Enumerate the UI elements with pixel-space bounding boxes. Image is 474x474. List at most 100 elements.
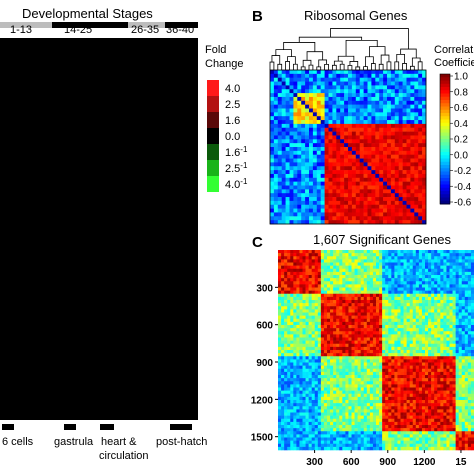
heatmap-cell — [452, 350, 456, 354]
heatmap-cell — [431, 268, 435, 273]
heatmap-cell — [394, 93, 399, 98]
heatmap-cell — [375, 100, 380, 105]
heatmap-cell — [351, 197, 357, 202]
heatmap-cell — [316, 85, 321, 90]
heatmap-cell — [293, 328, 297, 332]
heatmap-cell — [431, 278, 435, 282]
heatmap-cell — [410, 177, 415, 182]
heatmap-cell — [409, 303, 414, 307]
heatmap-cell — [449, 353, 453, 357]
heatmap-cell — [367, 185, 372, 190]
heatmap-cell — [351, 208, 357, 213]
heatmap-cell — [431, 321, 435, 326]
dendrogram — [269, 28, 423, 70]
heatmap-cell — [406, 325, 410, 329]
heatmap-cell — [403, 321, 407, 326]
heatmap-cell — [385, 290, 389, 295]
heatmap-cell — [467, 293, 472, 298]
heatmap-cell — [449, 300, 453, 304]
heatmap-cell — [379, 284, 383, 288]
heatmap-cell — [296, 259, 300, 263]
heatmap-cell — [369, 275, 374, 279]
heatmap-cell — [273, 93, 279, 98]
heatmap-cell — [375, 177, 380, 182]
heatmap-cell — [402, 139, 407, 144]
heatmap-cell — [324, 170, 329, 175]
heatmap-cell — [324, 112, 329, 117]
heatmap-cell — [391, 318, 395, 323]
heatmap-cell — [311, 253, 316, 257]
heatmap-cell — [458, 271, 463, 276]
heatmap-cell — [379, 346, 383, 351]
heatmap-cell — [336, 89, 341, 94]
heatmap-cell — [290, 312, 294, 316]
heatmap-cell — [382, 284, 386, 288]
heatmap-cell — [422, 216, 427, 221]
heatmap-cell — [414, 193, 419, 198]
heatmap-cell — [385, 350, 389, 354]
heatmap-cell — [327, 259, 331, 263]
heatmap-cell — [312, 100, 318, 105]
heatmap-cell — [309, 120, 314, 125]
heatmap-cell — [414, 158, 419, 163]
heatmap-cell — [305, 315, 309, 320]
heatmap-cell — [354, 265, 358, 270]
heatmap-cell — [320, 265, 325, 270]
heatmap-cell — [410, 89, 415, 94]
heatmap-cell — [376, 268, 380, 273]
heatmap-cell — [382, 256, 386, 260]
heatmap-cell — [363, 170, 368, 175]
heatmap-cell — [382, 340, 386, 345]
heatmap-cell — [348, 154, 353, 159]
heatmap-cell — [302, 309, 306, 313]
heatmap-cell — [281, 116, 286, 121]
heatmap-cell — [406, 337, 410, 341]
heatmap-cell — [312, 77, 318, 82]
heatmap-cell — [470, 278, 474, 282]
heatmap-cell — [418, 300, 423, 304]
heatmap-cell — [379, 89, 384, 94]
heatmap-cell — [415, 278, 420, 282]
heatmap-cell — [340, 85, 345, 90]
heatmap-cell — [363, 220, 368, 225]
heatmap-cell — [366, 334, 371, 338]
heatmap-cell — [357, 259, 361, 263]
heatmap-cell — [398, 185, 403, 190]
heatmap-cell — [464, 309, 469, 313]
heatmap-cell — [305, 181, 310, 186]
heatmap-cell — [281, 158, 286, 163]
heatmap-cell — [273, 123, 279, 129]
heatmap-cell — [285, 112, 290, 117]
correlation-colorbar: 1.00.80.60.40.20.0-0.2-0.4-0.6 — [439, 72, 472, 209]
heatmap-cell — [311, 284, 316, 288]
heatmap-cell — [333, 337, 337, 341]
heatmap-cell — [369, 340, 374, 345]
heatmap-cell — [354, 321, 358, 326]
heatmap-cell — [293, 193, 298, 198]
heatmap-cell — [369, 309, 374, 313]
heatmap-cell — [410, 216, 415, 221]
heatmap-cell — [323, 306, 328, 310]
heatmap-cell — [415, 300, 420, 304]
heatmap-cell — [281, 265, 285, 270]
heatmap-cell — [458, 262, 463, 266]
heatmap-cell — [406, 212, 411, 217]
heatmap-cell — [418, 89, 423, 94]
heatmap-cell — [299, 268, 303, 273]
heatmap-cell — [422, 147, 427, 152]
heatmap-cell — [277, 73, 282, 78]
heatmap-cell — [403, 250, 407, 254]
heatmap-cell — [278, 293, 282, 298]
heatmap-cell — [422, 127, 427, 132]
heatmap-cell — [301, 100, 306, 105]
heatmap-cell — [299, 259, 303, 263]
heatmap-cell — [415, 309, 420, 313]
heatmap-cell — [388, 306, 392, 310]
heatmap-cell — [273, 96, 279, 102]
heatmap-cell — [434, 306, 438, 310]
heatmap-cell — [316, 147, 321, 152]
heatmap-cell — [394, 220, 399, 225]
heatmap-cell — [293, 287, 297, 291]
heatmap-cell — [428, 296, 432, 301]
heatmap-cell — [440, 315, 444, 320]
